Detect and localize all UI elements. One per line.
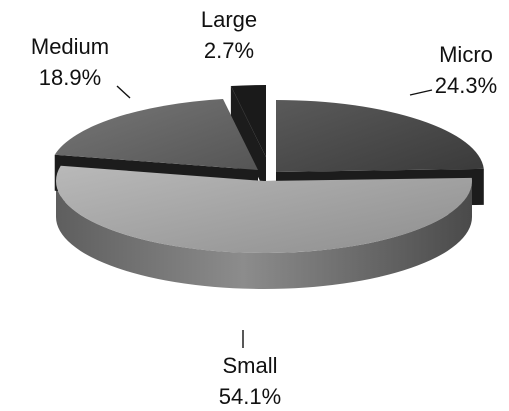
leader-line-medium <box>116 85 131 99</box>
slice-small <box>56 165 472 253</box>
slice-label-name-medium: Medium <box>31 34 109 59</box>
slice-large-cut-face-0 <box>230 86 266 193</box>
slice-label-name-large: Large <box>201 7 257 32</box>
slice-labels: Micro 24.3% Small 54.1% Medium 18.9% Large 2.7% <box>31 7 497 409</box>
slice-label-value-micro: 24.3% <box>435 73 497 98</box>
slice-label-value-large: 2.7% <box>204 38 254 63</box>
slice-label-name-small: Small <box>222 353 277 378</box>
slice-label-value-small: 54.1% <box>219 384 281 409</box>
slice-medium <box>54 99 259 170</box>
slice-micro <box>276 100 484 172</box>
slice-tops <box>54 85 484 253</box>
leader-line-micro <box>409 89 433 96</box>
slice-small-side <box>56 181 472 289</box>
slice-large <box>230 85 266 157</box>
slice-label-value-medium: 18.9% <box>39 65 101 90</box>
slice-label-name-micro: Micro <box>439 42 493 67</box>
